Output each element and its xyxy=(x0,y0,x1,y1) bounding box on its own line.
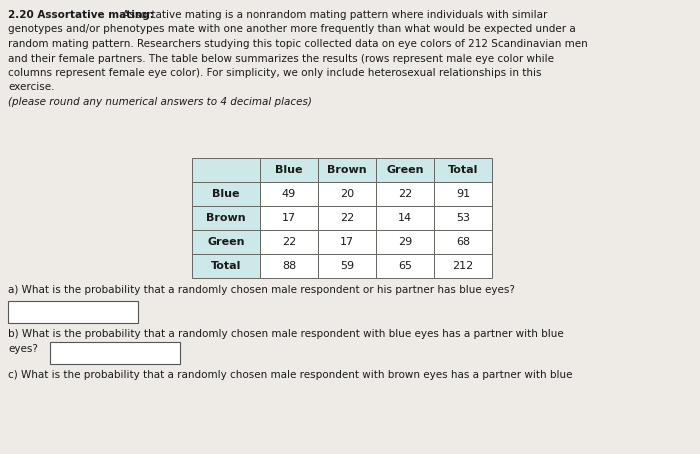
Text: 29: 29 xyxy=(398,237,412,247)
Text: Blue: Blue xyxy=(212,189,239,199)
Text: genotypes and/or phenotypes mate with one another more frequently than what woul: genotypes and/or phenotypes mate with on… xyxy=(8,25,575,35)
Text: Assortative mating is a nonrandom mating pattern where individuals with similar: Assortative mating is a nonrandom mating… xyxy=(116,10,547,20)
Text: Total: Total xyxy=(448,165,478,175)
Text: b) What is the probability that a randomly chosen male respondent with blue eyes: b) What is the probability that a random… xyxy=(8,329,564,339)
Text: 59: 59 xyxy=(340,261,354,271)
Text: 49: 49 xyxy=(282,189,296,199)
Text: Green: Green xyxy=(207,237,245,247)
Text: random mating pattern. Researchers studying this topic collected data on eye col: random mating pattern. Researchers study… xyxy=(8,39,588,49)
Text: 65: 65 xyxy=(398,261,412,271)
Text: 22: 22 xyxy=(398,189,412,199)
Text: Green: Green xyxy=(386,165,424,175)
Text: Brown: Brown xyxy=(327,165,367,175)
Text: eyes?: eyes? xyxy=(8,344,38,354)
Text: a) What is the probability that a randomly chosen male respondent or his partner: a) What is the probability that a random… xyxy=(8,285,515,295)
Text: columns represent female eye color). For simplicity, we only include heterosexua: columns represent female eye color). For… xyxy=(8,68,542,78)
Text: and their female partners. The table below summarizes the results (rows represen: and their female partners. The table bel… xyxy=(8,54,554,64)
Text: exercise.: exercise. xyxy=(8,83,55,93)
Text: Total: Total xyxy=(211,261,241,271)
Text: Brown: Brown xyxy=(206,213,246,223)
Text: 14: 14 xyxy=(398,213,412,223)
Text: 53: 53 xyxy=(456,213,470,223)
Text: Blue: Blue xyxy=(275,165,302,175)
Text: (please round any numerical answers to 4 decimal places): (please round any numerical answers to 4… xyxy=(8,97,312,107)
Text: c) What is the probability that a randomly chosen male respondent with brown eye: c) What is the probability that a random… xyxy=(8,370,573,380)
Text: 22: 22 xyxy=(340,213,354,223)
Text: 2.20 Assortative mating:: 2.20 Assortative mating: xyxy=(8,10,154,20)
Text: 17: 17 xyxy=(340,237,354,247)
Text: 91: 91 xyxy=(456,189,470,199)
Text: 17: 17 xyxy=(282,213,296,223)
Text: 88: 88 xyxy=(282,261,296,271)
Text: 20: 20 xyxy=(340,189,354,199)
Text: 68: 68 xyxy=(456,237,470,247)
Text: 212: 212 xyxy=(452,261,474,271)
Text: 22: 22 xyxy=(282,237,296,247)
